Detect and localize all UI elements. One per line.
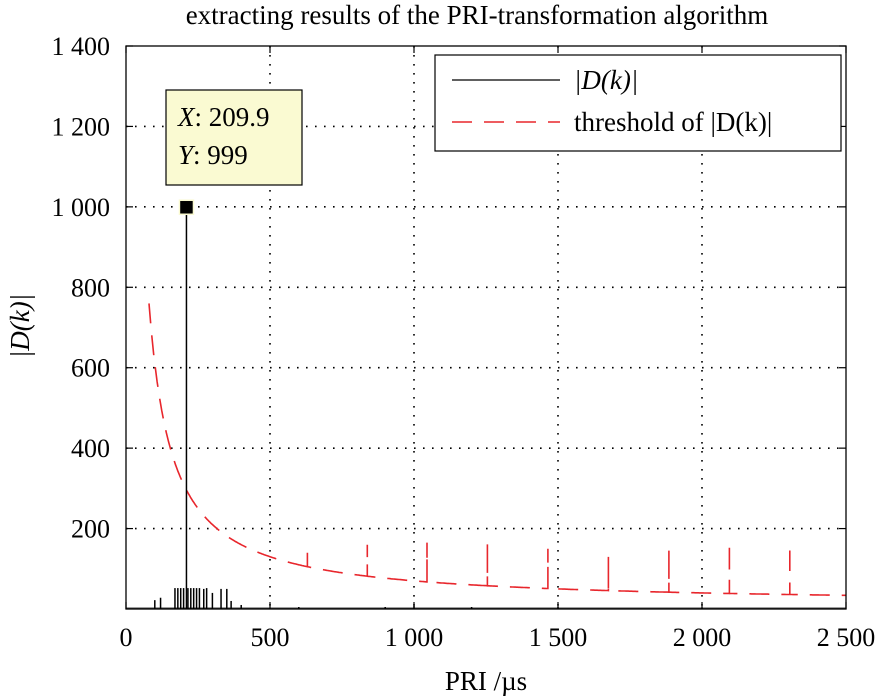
plot-frame bbox=[125, 45, 847, 610]
y-axis-ticks: 200 400 600 800 1 000 1 200 1 400 bbox=[52, 32, 846, 544]
datatip: X: 209.9 Y: 999 bbox=[165, 89, 303, 216]
datatip-x: X: 209.9 bbox=[177, 102, 270, 132]
x-tick-label: 1 000 bbox=[385, 623, 444, 652]
threshold-curve bbox=[148, 303, 846, 597]
legend: |D(k)| threshold of |D(k)| bbox=[434, 54, 842, 152]
legend-box bbox=[434, 54, 842, 152]
dk-series bbox=[126, 207, 846, 609]
x-tick-label: 500 bbox=[251, 623, 290, 652]
threshold-series bbox=[148, 303, 846, 597]
x-axis-label: PRI /µs bbox=[445, 666, 527, 696]
datatip-y: Y: 999 bbox=[178, 140, 248, 170]
chart-title: extracting results of the PRI-transforma… bbox=[186, 0, 769, 30]
x-axis-ticks: 0 500 1 000 1 500 2 000 2 500 bbox=[120, 46, 876, 652]
x-tick-label: 2 000 bbox=[673, 623, 732, 652]
datatip-marker bbox=[178, 199, 195, 216]
y-tick-label: 400 bbox=[71, 434, 110, 463]
legend-label-threshold: threshold of |D(k)| bbox=[574, 107, 772, 137]
y-tick-label: 1 400 bbox=[52, 32, 111, 61]
y-axis-label: |D(k)| bbox=[5, 294, 35, 358]
legend-label-dk: |D(k)| bbox=[574, 65, 638, 95]
x-tick-label: 1 500 bbox=[529, 623, 588, 652]
x-tick-label: 0 bbox=[120, 623, 133, 652]
y-tick-label: 200 bbox=[71, 515, 110, 544]
y-tick-label: 1 000 bbox=[52, 193, 111, 222]
y-tick-label: 800 bbox=[71, 273, 110, 302]
y-tick-label: 1 200 bbox=[52, 112, 111, 141]
x-tick-label: 2 500 bbox=[817, 623, 876, 652]
datatip-box bbox=[165, 89, 303, 186]
y-tick-label: 600 bbox=[71, 354, 110, 383]
